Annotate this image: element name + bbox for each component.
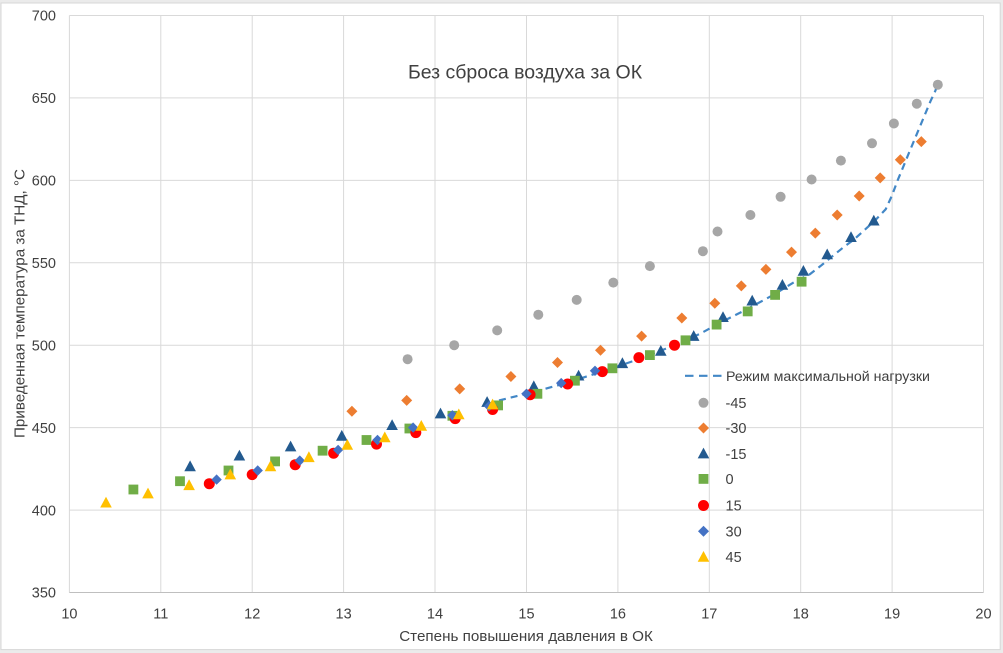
svg-text:Режим максимальной нагрузки: Режим максимальной нагрузки	[726, 369, 930, 385]
svg-text:12: 12	[244, 606, 260, 622]
svg-text:700: 700	[32, 9, 56, 25]
svg-text:16: 16	[610, 606, 626, 622]
svg-text:-45: -45	[726, 396, 747, 412]
svg-text:30: 30	[726, 525, 742, 541]
svg-text:450: 450	[32, 421, 56, 437]
svg-text:400: 400	[32, 503, 56, 519]
svg-text:Без сброса воздуха за ОК: Без сброса воздуха за ОК	[408, 62, 643, 84]
svg-text:-15: -15	[726, 447, 747, 463]
svg-text:18: 18	[793, 606, 809, 622]
svg-text:550: 550	[32, 256, 56, 272]
svg-text:500: 500	[32, 338, 56, 354]
svg-text:600: 600	[32, 174, 56, 190]
svg-text:-30: -30	[726, 421, 747, 437]
svg-text:Приведенная температура за ТНД: Приведенная температура за ТНД, °С	[12, 169, 29, 438]
svg-text:13: 13	[336, 606, 352, 622]
svg-text:11: 11	[153, 606, 168, 622]
svg-text:17: 17	[701, 606, 717, 622]
svg-text:350: 350	[32, 586, 56, 602]
svg-text:14: 14	[427, 606, 443, 622]
svg-text:10: 10	[61, 606, 77, 622]
svg-text:Степень повышения давления в О: Степень повышения давления в ОК	[399, 628, 653, 645]
svg-text:45: 45	[726, 550, 742, 566]
svg-text:20: 20	[975, 606, 991, 622]
svg-text:19: 19	[884, 606, 900, 622]
svg-text:15: 15	[518, 606, 534, 622]
svg-text:650: 650	[32, 91, 56, 107]
svg-text:0: 0	[726, 472, 734, 488]
svg-text:15: 15	[726, 499, 742, 515]
